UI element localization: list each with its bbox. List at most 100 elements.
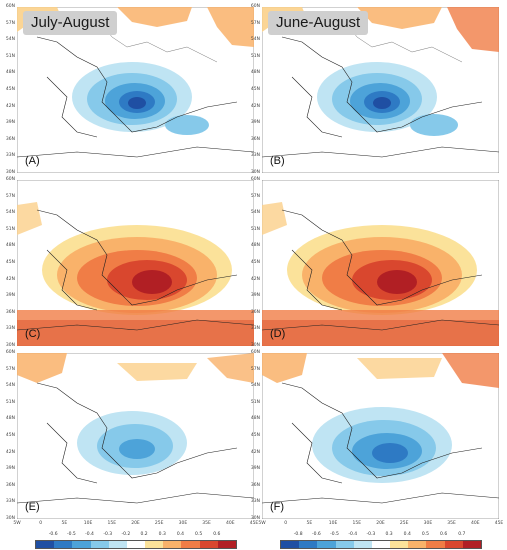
lat-tick-label: 36N [250,136,260,142]
colorbar-tick-label: -0.4 [348,532,358,537]
lat-tick-label: 30N [5,170,15,175]
colorbar-segment [126,541,146,548]
lon-tick-label: 5W [13,521,21,526]
lat-tick-label: 48N [250,243,260,249]
lat-tick-label: 45N [5,433,15,438]
map-panel-c: (C) 60N 57N 54N 51N 48N 45N 42N 39N 36N 33N 30N [6,177,254,348]
lat-tick-label: 51N [5,399,15,405]
colorbar-segment [426,541,445,548]
lon-tick-label: 0 [39,521,43,526]
lat-tick-label: 57N [5,20,15,26]
lat-tick-label: 42N [5,103,15,109]
lat-tick-label: 36N [250,482,260,488]
map-panel-e: (E) 60N 57N 54N 51N 48N 45N 42N 39N 36N 33N 30N 5W 0… [6,350,258,526]
lon-tick-label: 15E [352,521,362,526]
colorbar-segment [281,541,300,548]
map-c [17,180,254,346]
lat-tick-label: 33N [250,153,260,159]
lat-tick-label: 51N [5,226,15,232]
colorbar-segment [335,541,354,548]
lon-tick-label: 35E [447,521,456,526]
lat-tick-label: 54N [250,210,260,216]
lat-tick-label: 48N [5,416,15,422]
colorbar-tick-label: 0.7 [458,532,466,537]
map-d [262,180,499,346]
lat-tick-label: 48N [5,243,15,249]
lat-tick-label: 57N [250,20,260,26]
lat-tick-label: 42N [250,103,260,109]
colorbar-segment [181,541,200,548]
lon-tick-label: 0 [284,521,288,526]
colorbar-segment [444,541,463,548]
lat-tick-label: 33N [5,326,15,332]
lat-tick-label: 42N [250,276,260,282]
map-f [262,353,499,519]
lon-tick-label: 20E [131,521,140,526]
lon-tick-label: 5E [61,521,68,526]
colorbar-right [280,540,482,549]
colorbar-segment [217,541,236,548]
colorbar-segment [163,541,182,548]
colorbar-tick-label: 0.4 [403,532,411,537]
colorbar-left [35,540,237,549]
lat-tick-label: 48N [250,70,260,76]
colorbar-segment [353,541,372,548]
lat-tick-label: 45N [5,260,15,265]
colorbar-segment [317,541,336,548]
map-a [17,7,254,173]
colorbar-tick-label: -0.3 [103,532,113,537]
colorbar-tick-label: 0.5 [421,532,430,537]
colorbar-tick-label: 0.5 [195,532,203,537]
colorbar-tick-label: 0.2 [140,532,148,537]
lon-tick-label: 25E [399,521,409,526]
lat-tick-label: 33N [250,499,260,505]
lat-tick-label: 42N [5,276,15,282]
colorbar-tick-label: 0.4 [176,532,185,537]
panel-letter: (B) [270,155,285,167]
lat-tick-label: 45N [250,260,260,265]
lat-tick-label: 42N [5,449,15,455]
colorbar-segment [145,541,164,548]
lon-tick-label: 45E [494,521,504,526]
lat-tick-label: 30N [250,170,260,175]
lat-tick-label: 30N [250,516,260,521]
colorbar-segment [299,541,318,548]
lon-tick-label: 15E [107,521,117,526]
lat-tick-label: 54N [5,210,15,216]
panel-letter: (A) [25,155,40,167]
lon-tick-label: 10E [83,521,93,526]
colorbar-tick-label: 0.3 [385,532,393,537]
lat-tick-label: 51N [250,226,260,232]
colorbar-segment [108,541,127,548]
lat-tick-label: 60N [250,4,260,9]
map-panel-a: July-August (A) 60N 57N 54N 51N 48N 45N 42N 39N… [6,4,254,175]
colorbar-tick-label: 0.6 [440,532,448,537]
lat-tick-label: 54N [5,37,15,43]
panel-letter: (D) [270,328,286,340]
colorbar-tick-label: 0.3 [158,532,166,537]
colorbar-segment [462,541,481,548]
lat-tick-label: 54N [250,37,260,43]
lat-tick-label: 57N [250,366,260,372]
lat-tick-label: 39N [5,466,15,472]
lat-tick-label: 36N [5,482,15,488]
colorbar-tick-label: -0.4 [85,532,94,537]
colorbar-tick-label: -0.6 [311,532,321,537]
colorbar-segment [54,541,73,548]
lat-tick-label: 57N [5,193,15,199]
colorbar-segment [390,541,409,548]
lon-tick-label: 40E [471,521,480,526]
lon-tick-label: 40E [226,521,235,526]
colorbar-tick-label: -0.2 [121,532,131,537]
lat-tick-label: 60N [5,350,15,355]
panel-letter: (E) [25,501,40,513]
lat-tick-label: 36N [250,309,260,315]
lat-tick-label: 33N [250,326,260,332]
lat-tick-label: 45N [250,433,260,438]
colorbar-segment [90,541,109,548]
lon-tick-label: 35E [202,521,211,526]
lon-tick-label: 30E [178,521,188,526]
colorbar-segment [371,541,391,548]
lat-tick-label: 42N [250,449,260,455]
lat-tick-label: 30N [5,516,15,521]
